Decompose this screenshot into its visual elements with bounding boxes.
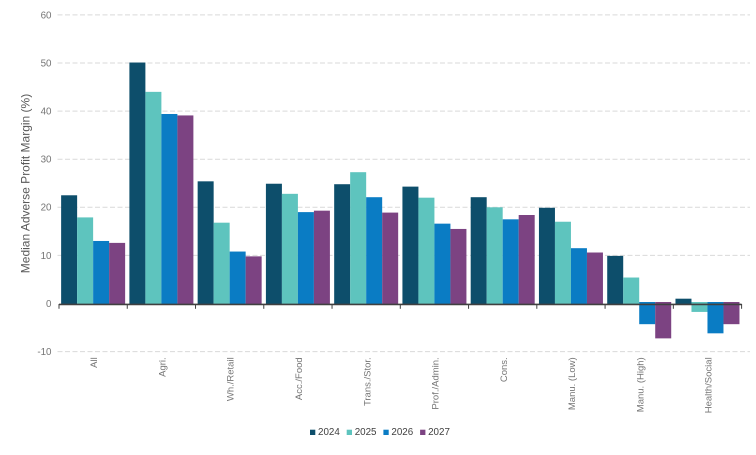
svg-text:Trans./Stor.: Trans./Stor. [362, 357, 373, 406]
svg-text:All: All [89, 357, 100, 368]
svg-text:2025: 2025 [355, 427, 377, 438]
svg-text:60: 60 [41, 10, 52, 21]
svg-text:Manu. (Low): Manu. (Low) [567, 357, 578, 410]
svg-text:Cons.: Cons. [499, 357, 510, 382]
svg-text:Manu. (High): Manu. (High) [635, 357, 646, 412]
svg-text:0: 0 [46, 299, 52, 310]
svg-text:Acc./Food: Acc./Food [294, 357, 305, 400]
svg-text:Wh./Retail: Wh./Retail [226, 357, 237, 401]
svg-text:10: 10 [41, 251, 52, 262]
svg-text:40: 40 [41, 107, 52, 118]
svg-text:Median Adverse Profit Margin (: Median Adverse Profit Margin (%) [19, 94, 33, 273]
svg-text:2027: 2027 [428, 427, 450, 438]
svg-text:Health/Social: Health/Social [704, 357, 715, 413]
svg-text:30: 30 [41, 155, 52, 166]
svg-text:2024: 2024 [318, 427, 340, 438]
svg-text:20: 20 [41, 203, 52, 214]
svg-text:-10: -10 [37, 347, 52, 358]
svg-text:50: 50 [41, 58, 52, 69]
svg-text:2026: 2026 [391, 427, 413, 438]
svg-text:Prof./Admin.: Prof./Admin. [431, 357, 442, 409]
svg-text:Agri.: Agri. [158, 357, 169, 377]
